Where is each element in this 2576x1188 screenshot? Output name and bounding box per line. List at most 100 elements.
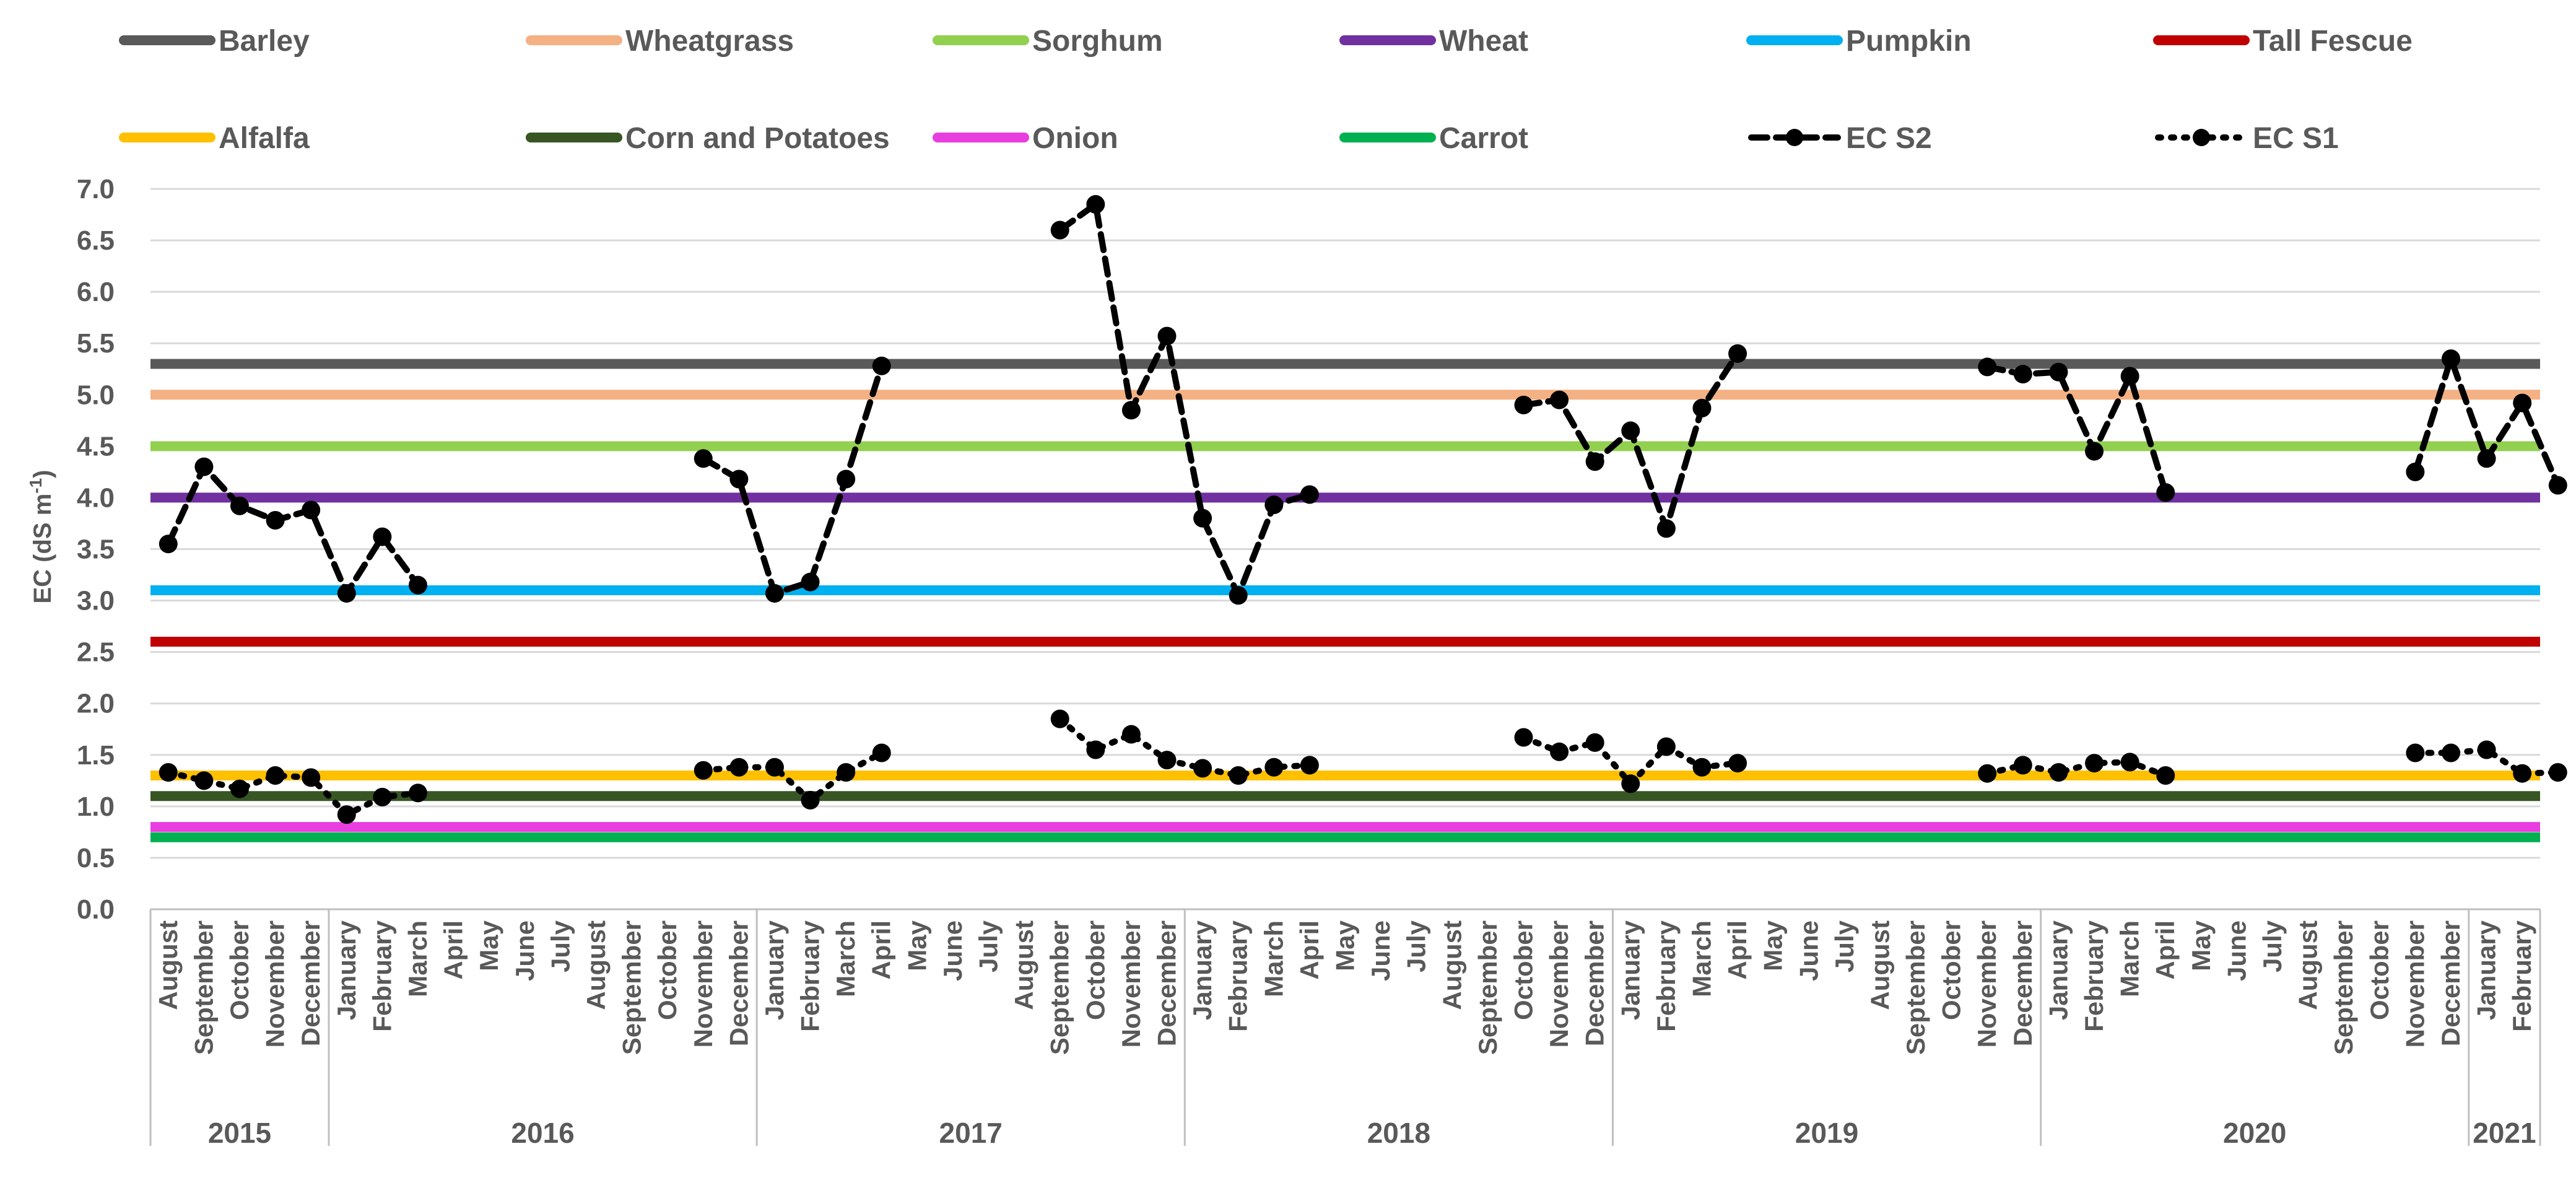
data-point xyxy=(1978,764,1997,783)
data-point xyxy=(1193,759,1212,778)
data-point xyxy=(1086,740,1105,759)
legend-item-barley: Barley xyxy=(119,25,310,58)
data-point xyxy=(1514,395,1533,414)
x-tick-year: 2018 xyxy=(1367,1117,1430,1149)
x-tick-month: September xyxy=(617,920,646,1055)
data-point xyxy=(801,790,820,810)
data-point xyxy=(1229,766,1248,785)
legend-label: Tall Fescue xyxy=(2253,25,2413,58)
x-tick-month: September xyxy=(2329,920,2358,1055)
x-tick-month: October xyxy=(1937,920,1966,1020)
x-tick-month: January xyxy=(1188,920,1217,1020)
data-point xyxy=(765,758,784,777)
x-tick-month: December xyxy=(296,920,325,1046)
legend-marker xyxy=(2193,129,2210,146)
data-point xyxy=(694,761,713,780)
y-tick-label: 2.5 xyxy=(77,637,115,668)
data-point xyxy=(1229,586,1248,605)
series-line xyxy=(1056,201,1313,599)
data-point xyxy=(1550,742,1569,761)
legend-item-wheatgrass: Wheatgrass xyxy=(526,25,794,58)
data-point xyxy=(194,771,214,790)
data-point xyxy=(266,766,285,785)
data-point xyxy=(2442,349,2461,369)
x-tick-month: July xyxy=(546,920,575,972)
legend-label: Sorghum xyxy=(1032,25,1163,58)
legend-item-onion: Onion xyxy=(933,122,1118,155)
x-tick-month: April xyxy=(867,920,896,980)
legend-label: Carrot xyxy=(1439,122,1528,155)
x-tick-month: May xyxy=(1759,920,1788,971)
x-tick-month: January xyxy=(2472,920,2501,1020)
x-tick-month: June xyxy=(1794,920,1823,981)
x-tick-month: January xyxy=(760,920,789,1020)
series-line xyxy=(2412,746,2561,777)
data-point xyxy=(1621,774,1640,793)
x-tick-month: March xyxy=(2115,920,2144,997)
data-point xyxy=(266,510,285,530)
x-tick-month: May xyxy=(1331,920,1360,971)
data-point xyxy=(1692,398,1712,417)
legend-label: EC S1 xyxy=(2253,122,2339,155)
data-point xyxy=(2120,367,2139,386)
y-tick-label: 4.5 xyxy=(77,431,115,461)
x-tick-month: October xyxy=(2365,920,2394,1020)
y-tick-label: 0.5 xyxy=(77,843,115,873)
x-tick-year: 2020 xyxy=(2223,1117,2286,1149)
x-tick-month: February xyxy=(1651,920,1681,1031)
x-tick-month: November xyxy=(261,920,290,1047)
data-point xyxy=(872,743,891,762)
legend-item-sorghum: Sorghum xyxy=(933,25,1163,58)
legend: Barley Wheatgrass Sorghum Wheat Pumpkin Tall … xyxy=(119,25,2413,155)
y-tick-label: 2.0 xyxy=(77,689,115,719)
data-point xyxy=(302,768,321,787)
data-point xyxy=(2156,483,2175,502)
data-point xyxy=(1728,344,1747,363)
x-tick-month: December xyxy=(2008,920,2037,1046)
data-point xyxy=(1157,326,1177,346)
legend-label: Barley xyxy=(219,25,310,58)
x-tick-month: February xyxy=(367,920,396,1031)
data-point xyxy=(159,763,178,782)
x-tick-year: 2017 xyxy=(939,1117,1003,1149)
data-point xyxy=(1264,496,1284,515)
data-point xyxy=(694,449,713,468)
y-tick-label: 3.0 xyxy=(77,586,115,616)
data-point xyxy=(337,805,356,824)
series-line xyxy=(1984,364,2169,496)
legend-item-tall-fescue: Tall Fescue xyxy=(2153,25,2413,58)
x-tick-month: July xyxy=(974,920,1003,972)
x-tick-month: November xyxy=(1544,920,1573,1047)
legend-label: Corn and Potatoes xyxy=(625,122,890,155)
x-tick-month: August xyxy=(2294,920,2323,1010)
data-point xyxy=(408,784,427,803)
data-point xyxy=(1050,709,1069,728)
data-point xyxy=(1550,390,1569,409)
x-tick-month: July xyxy=(2258,920,2287,972)
data-point xyxy=(2085,754,2104,773)
data-point xyxy=(837,470,856,489)
ec-series xyxy=(159,194,2567,824)
legend-item-alfalfa: Alfalfa xyxy=(119,122,310,155)
series-line xyxy=(165,463,421,596)
data-point xyxy=(1193,509,1212,528)
series-ec-s2 xyxy=(159,194,2567,605)
x-tick-month: September xyxy=(189,920,218,1055)
x-tick-month: June xyxy=(1366,920,1395,981)
y-tick-label: 5.5 xyxy=(77,328,115,359)
data-point xyxy=(373,787,392,806)
data-point xyxy=(872,356,891,375)
data-point xyxy=(1978,357,1997,377)
x-tick-month: July xyxy=(1402,920,1431,972)
x-tick-month: May xyxy=(2187,920,2216,971)
x-tick-month: March xyxy=(1259,920,1288,997)
y-tick-label: 6.5 xyxy=(77,225,115,256)
data-point xyxy=(408,575,427,595)
x-tick-month: November xyxy=(689,920,718,1047)
x-tick-month: December xyxy=(1580,920,1609,1046)
x-tick-month: September xyxy=(1473,920,1502,1055)
x-tick-month: March xyxy=(403,920,432,997)
x-tick-month: August xyxy=(1009,920,1038,1010)
y-tick-label: 4.0 xyxy=(77,483,115,513)
